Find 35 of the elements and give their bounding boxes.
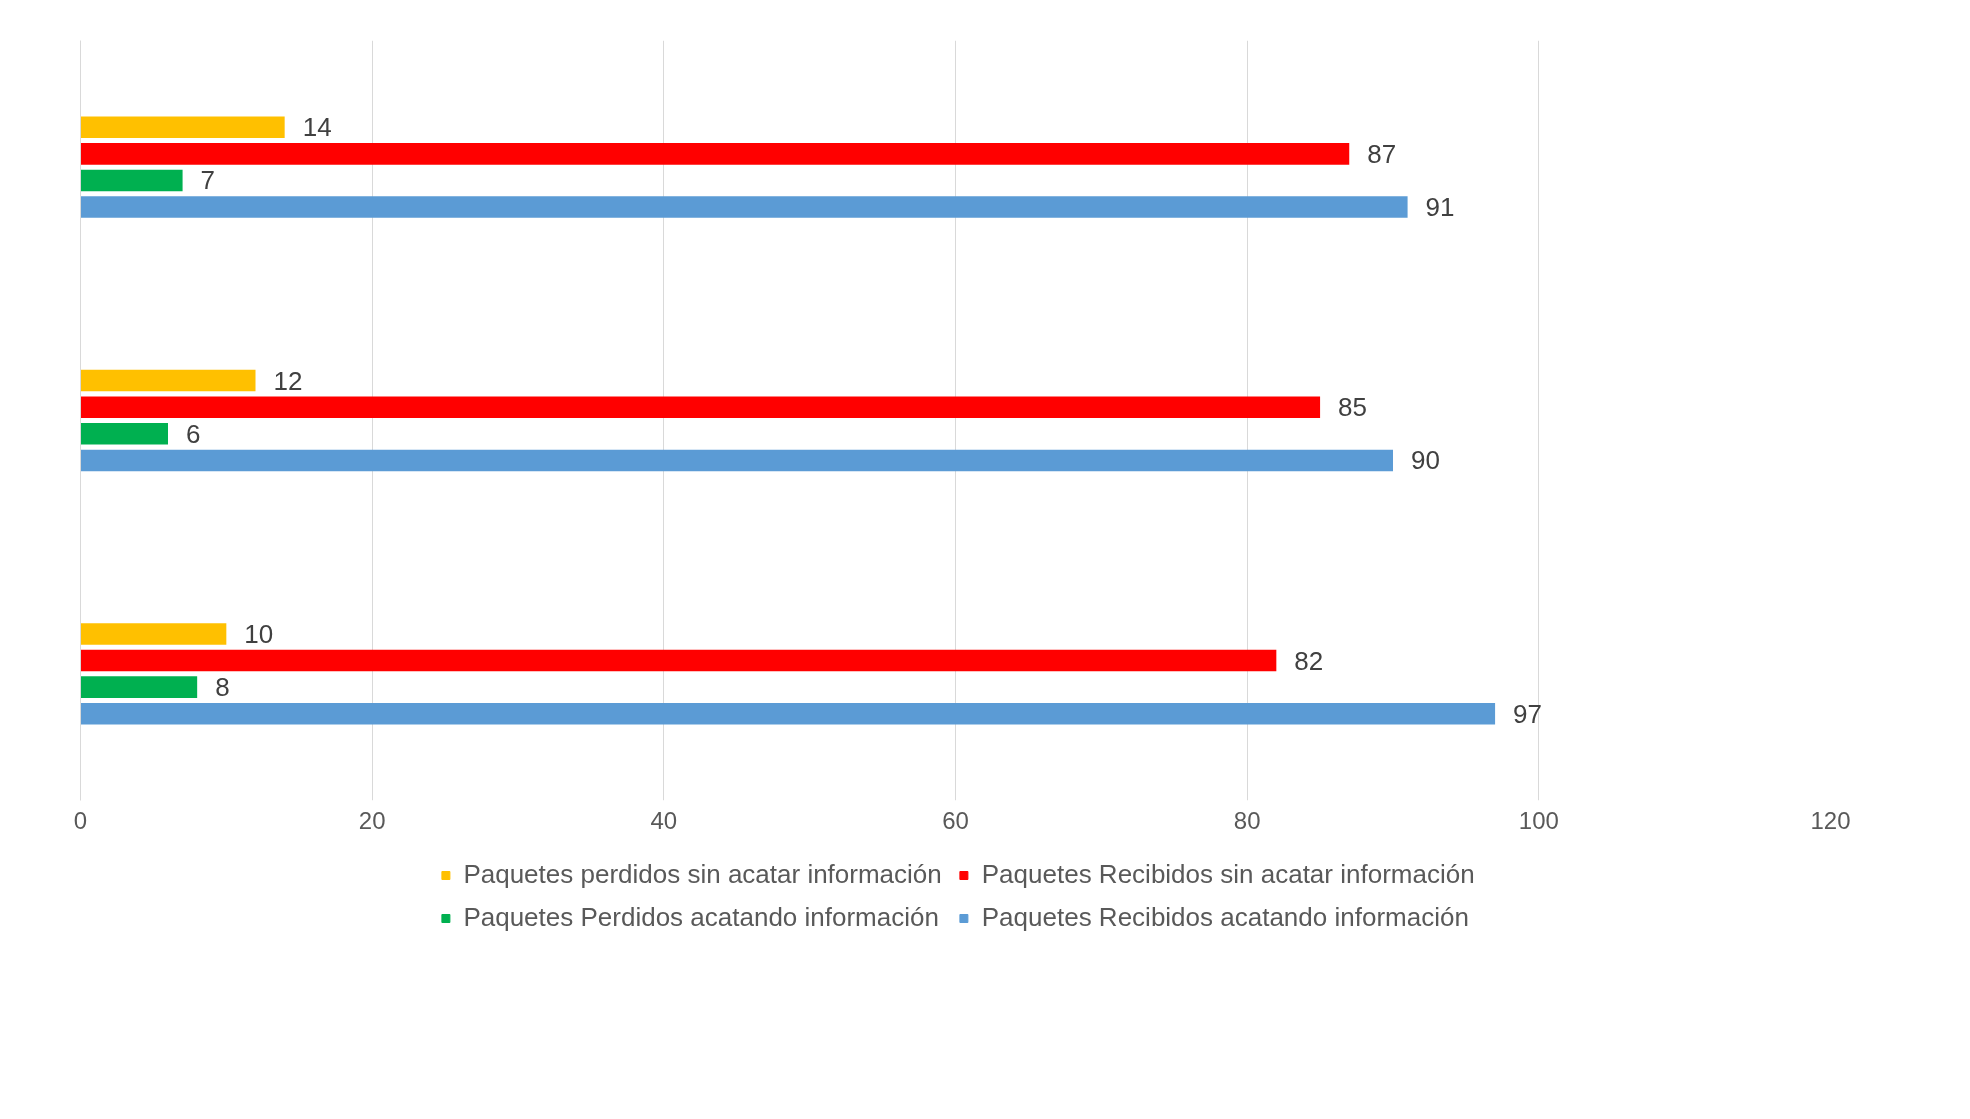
bar: [80, 649, 1277, 672]
x-tick-label: 0: [73, 806, 88, 834]
x-tick-label: 20: [358, 806, 386, 834]
bar: [80, 116, 285, 139]
data-label: 87: [1367, 138, 1397, 169]
bar: [80, 449, 1393, 472]
data-label: 7: [200, 165, 216, 196]
data-label: 90: [1411, 445, 1440, 476]
legend-label: Paquetes perdidos sin acatar información: [463, 859, 942, 890]
data-label: 10: [244, 618, 274, 649]
data-label: 12: [273, 365, 303, 396]
x-tick-label: 40: [650, 806, 678, 834]
bar: [80, 369, 256, 392]
bar: [80, 423, 168, 445]
x-tick-label: 60: [942, 806, 969, 834]
x-tick-label: 80: [1233, 806, 1261, 834]
data-label: 8: [215, 672, 230, 703]
data-label: 91: [1425, 192, 1455, 223]
bar: [80, 196, 1408, 218]
legend-label: Paquetes Perdidos acatando información: [463, 902, 939, 933]
x-tick-label: 120: [1810, 806, 1851, 834]
bar: [80, 676, 198, 698]
data-label: 6: [186, 418, 201, 449]
legend-label: Paquetes Recibidos acatando información: [981, 902, 1469, 933]
data-label: 14: [302, 112, 332, 143]
legend-label: Paquetes Recibidos sin acatar información: [981, 859, 1475, 890]
bar: [80, 702, 1496, 725]
data-label: 97: [1513, 698, 1543, 729]
bar: [80, 396, 1321, 418]
x-tick-label: 100: [1518, 806, 1559, 834]
bar: [80, 623, 227, 645]
bar: [80, 169, 183, 192]
bar: [80, 143, 1350, 165]
data-label: 85: [1338, 392, 1368, 423]
data-label: 82: [1294, 645, 1324, 676]
